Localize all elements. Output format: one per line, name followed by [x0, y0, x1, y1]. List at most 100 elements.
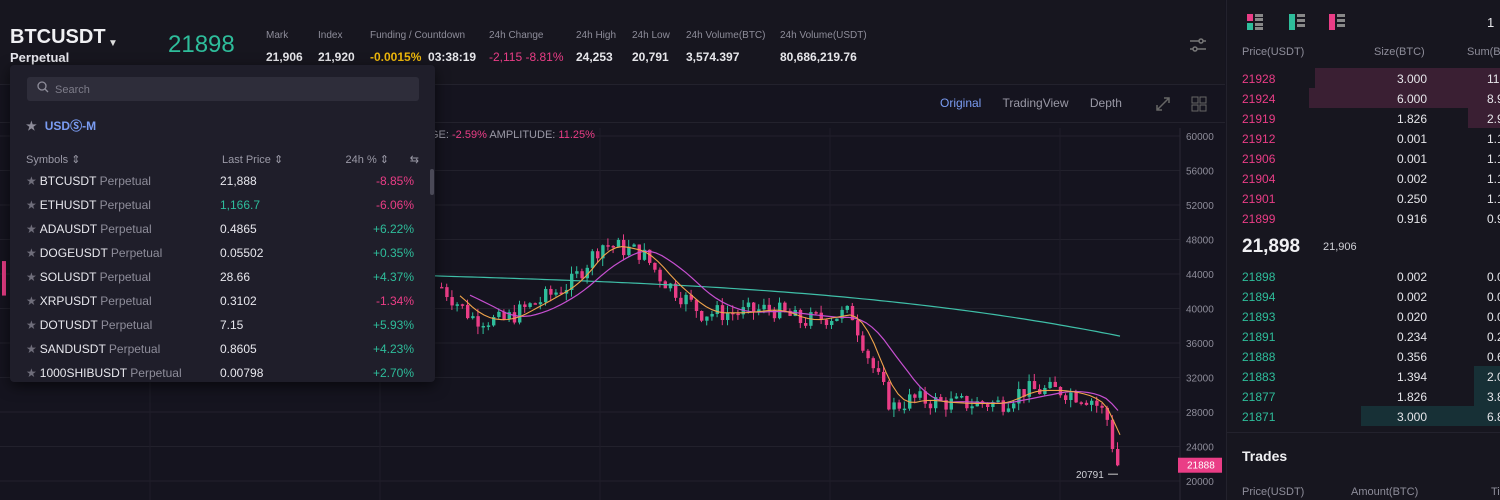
star-icon[interactable]: ★	[26, 342, 37, 356]
candle-body	[668, 283, 673, 289]
star-icon[interactable]: ★	[26, 246, 37, 260]
search-input[interactable]	[53, 80, 417, 100]
order-price: 21883	[1242, 370, 1276, 384]
ask-row[interactable]: 21928 3.000 11.9	[1227, 68, 1500, 88]
y-tick-label: 28000	[1186, 408, 1214, 419]
funding-rate: -0.0015%	[370, 50, 422, 64]
dropdown-scrollbar[interactable]	[430, 169, 434, 195]
y-tick-label: 52000	[1186, 201, 1214, 212]
ask-row[interactable]: 21924 6.000 8.9	[1227, 88, 1500, 108]
precision-selector[interactable]: 1	[1487, 15, 1495, 30]
candle-body	[830, 320, 834, 326]
sliders-settings-icon[interactable]	[1188, 37, 1208, 53]
candle-body	[814, 312, 818, 314]
col-symbols[interactable]: Symbols ⇕	[26, 154, 81, 166]
order-size: 0.002	[1396, 270, 1427, 284]
candle-body	[1074, 392, 1078, 403]
contract-type: Perpetual	[10, 50, 70, 65]
view-bids-icon[interactable]	[1289, 14, 1305, 30]
change-value: -2.59%	[452, 129, 487, 141]
candle-body	[596, 251, 600, 259]
candle-body	[445, 287, 449, 298]
candle-body	[601, 245, 605, 259]
order-size: 0.234	[1396, 330, 1427, 344]
bid-row[interactable]: 21888 0.356 0.6	[1227, 346, 1500, 366]
symbol-cell: ★ SOLUSDT Perpetual	[26, 270, 151, 284]
tab-depth[interactable]: Depth	[1089, 96, 1122, 110]
col-sum: Sum(BTC)	[1467, 46, 1500, 58]
symbol-name[interactable]: BTCUSDT	[10, 26, 106, 48]
ask-row[interactable]: 21912 0.001 1.1	[1227, 128, 1500, 148]
candle-body	[762, 304, 766, 310]
view-both-icon[interactable]	[1247, 14, 1263, 30]
market-tab-usdm[interactable]: ★ USDⓈ-M	[26, 117, 96, 134]
candle-body	[887, 381, 891, 410]
ask-row[interactable]: 21901 0.250 1.1	[1227, 188, 1500, 208]
symbol-row[interactable]: ★ SANDUSDT Perpetual 0.8605 +4.23%	[10, 337, 435, 361]
star-icon[interactable]: ★	[26, 119, 37, 133]
candle-body	[2, 261, 6, 296]
candle-body	[642, 249, 647, 260]
bid-row[interactable]: 21871 3.000 6.8	[1227, 406, 1500, 426]
order-size: 3.000	[1396, 72, 1427, 86]
tab-tradingview[interactable]: TradingView	[1002, 96, 1069, 110]
swap-icon[interactable]: ⇆	[409, 154, 419, 166]
symbol-row[interactable]: ★ DOTUSDT Perpetual 7.15 +5.93%	[10, 313, 435, 337]
symbol-row[interactable]: ★ XRPUSDT Perpetual 0.3102 -1.34%	[10, 289, 435, 313]
col-24h-change[interactable]: 24h % ⇕	[345, 154, 389, 166]
order-price: 21891	[1242, 330, 1276, 344]
tab-original[interactable]: Original	[940, 96, 982, 110]
ask-row[interactable]: 21904 0.002 1.1	[1227, 168, 1500, 188]
depth-bar	[1468, 108, 1500, 128]
expand-icon[interactable]	[1155, 96, 1171, 112]
order-price: 21906	[1242, 152, 1276, 166]
candle-body	[1012, 403, 1016, 409]
ask-row[interactable]: 21899 0.916 0.9	[1227, 208, 1500, 228]
col-last-price[interactable]: Last Price ⇕	[222, 154, 284, 166]
star-icon[interactable]: ★	[26, 222, 37, 236]
order-size: 6.000	[1396, 92, 1427, 106]
grid-layout-icon[interactable]	[1191, 96, 1207, 112]
star-icon[interactable]: ★	[26, 318, 37, 332]
ask-row[interactable]: 21919 1.826 2.9	[1227, 108, 1500, 128]
search-box	[27, 77, 419, 101]
candle-body	[1053, 381, 1057, 387]
symbol-row[interactable]: ★ ETHUSDT Perpetual 1,166.7 -6.06%	[10, 193, 435, 217]
star-icon[interactable]: ★	[26, 198, 37, 212]
ask-row[interactable]: 21906 0.001 1.1	[1227, 148, 1500, 168]
order-size: 3.000	[1396, 410, 1427, 424]
bid-row[interactable]: 21877 1.826 3.8	[1227, 386, 1500, 406]
y-tick-label: 40000	[1186, 305, 1214, 316]
bid-row[interactable]: 21894 0.002 0.0	[1227, 286, 1500, 306]
bid-row[interactable]: 21891 0.234 0.2	[1227, 326, 1500, 346]
ma-slow-line	[429, 275, 1121, 337]
symbol-row[interactable]: ★ 1000SHIBUSDT Perpetual 0.00798 +2.70%	[10, 361, 435, 382]
symbol-name: SANDUSDT	[39, 342, 106, 356]
bid-row[interactable]: 21898 0.002 0.0	[1227, 266, 1500, 286]
star-icon[interactable]: ★	[26, 294, 37, 308]
bid-row[interactable]: 21883 1.394 2.0	[1227, 366, 1500, 386]
last-price-cell: 21,888	[220, 174, 257, 188]
star-icon[interactable]: ★	[26, 174, 37, 188]
candlestick-chart[interactable]: 60000 56000 52000 48000 44000 40000 36000 32000…	[0, 128, 1225, 500]
symbol-row[interactable]: ★ DOGEUSDT Perpetual 0.05502 +0.35%	[10, 241, 435, 265]
symbol-row[interactable]: ★ SOLUSDT Perpetual 28.66 +4.37%	[10, 265, 435, 289]
star-icon[interactable]: ★	[26, 270, 37, 284]
order-price: 21924	[1242, 92, 1276, 106]
order-book: 1 Price(USDT) Size(BTC) Sum(BTC) 21928 3.…	[1226, 0, 1500, 500]
candle-body	[1027, 381, 1031, 397]
star-icon[interactable]: ★	[26, 366, 37, 380]
order-price: 21928	[1242, 72, 1276, 86]
bid-row[interactable]: 21893 0.020 0.0	[1227, 306, 1500, 326]
candle-body	[757, 309, 761, 313]
symbol-dropdown-caret-icon[interactable]: ▼	[108, 38, 118, 49]
symbol-row[interactable]: ★ BTCUSDT Perpetual 21,888 -8.85%	[10, 169, 435, 193]
order-sum: 1.1	[1487, 192, 1500, 206]
symbol-name: 1000SHIBUSDT	[39, 366, 127, 380]
candle-body	[934, 397, 938, 409]
symbol-row[interactable]: ★ ADAUSDT Perpetual 0.4865 +6.22%	[10, 217, 435, 241]
order-sum: 6.8	[1487, 410, 1500, 424]
view-asks-icon[interactable]	[1329, 14, 1345, 30]
chart-info-line: GE: -2.59% AMPLITUDE: 11.25%	[430, 129, 595, 141]
change-cell: +5.93%	[372, 318, 414, 332]
